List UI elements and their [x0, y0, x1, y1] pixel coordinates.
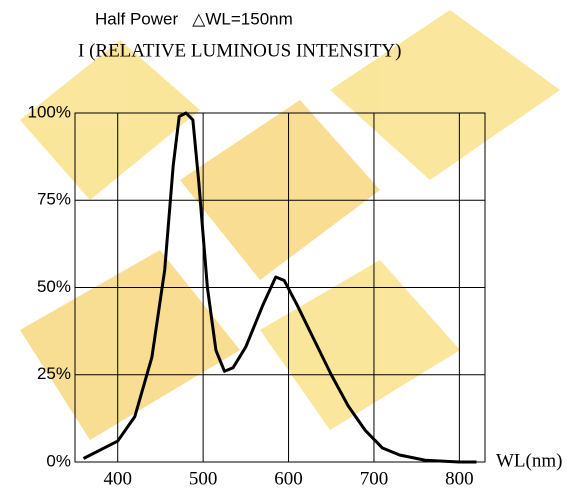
- x-axis-label: WL(nm): [496, 450, 562, 471]
- line: [82, 111, 477, 464]
- x-tick-label: 800: [445, 468, 474, 489]
- watermark-shape: [180, 100, 380, 280]
- y-tick-label: 50%: [37, 277, 71, 296]
- watermark-shape: [260, 260, 460, 430]
- watermark: [20, 10, 560, 440]
- x-tick-label: 500: [189, 468, 218, 489]
- watermark-shape: [20, 40, 200, 200]
- x-tick-label: 600: [274, 468, 303, 489]
- x-tick-label: 400: [103, 468, 132, 489]
- x-tick-label: 700: [360, 468, 389, 489]
- watermark-shape: [330, 10, 560, 180]
- y-axis-label: I (RELATIVE LUMINOUS INTENSITY): [78, 40, 401, 61]
- chart-title: Half Power △WL=150nm: [95, 9, 293, 28]
- y-tick-label: 75%: [37, 190, 71, 209]
- y-tick-label: 100%: [28, 102, 71, 121]
- y-tick-label: 0%: [46, 451, 71, 470]
- y-tick-label: 25%: [37, 364, 71, 383]
